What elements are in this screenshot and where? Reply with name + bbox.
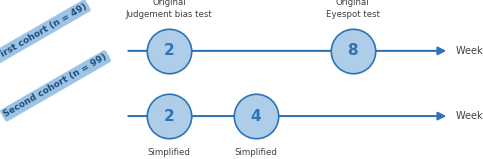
Text: Simplified
Judgement bias test
Eyespot test: Simplified Judgement bias test Eyespot t… [126, 148, 213, 159]
Text: Weeks of age: Weeks of age [456, 46, 483, 56]
Text: 8: 8 [347, 43, 358, 58]
Text: Original
Eyespot test: Original Eyespot test [326, 0, 380, 19]
Point [165, 50, 173, 52]
Text: Second cohort (n = 99): Second cohort (n = 99) [2, 53, 109, 119]
Text: First cohort (n = 49): First cohort (n = 49) [0, 2, 88, 62]
Text: 2: 2 [164, 109, 174, 124]
Point [252, 115, 260, 117]
Text: Original
Judgement bias test: Original Judgement bias test [126, 0, 213, 19]
Text: 4: 4 [251, 109, 261, 124]
Point [349, 50, 356, 52]
Point [165, 115, 173, 117]
Text: 2: 2 [164, 43, 174, 58]
Text: Simplified
Judgement bias test
Eyespot test: Simplified Judgement bias test Eyespot t… [213, 148, 299, 159]
Text: Weeks of age: Weeks of age [456, 111, 483, 121]
